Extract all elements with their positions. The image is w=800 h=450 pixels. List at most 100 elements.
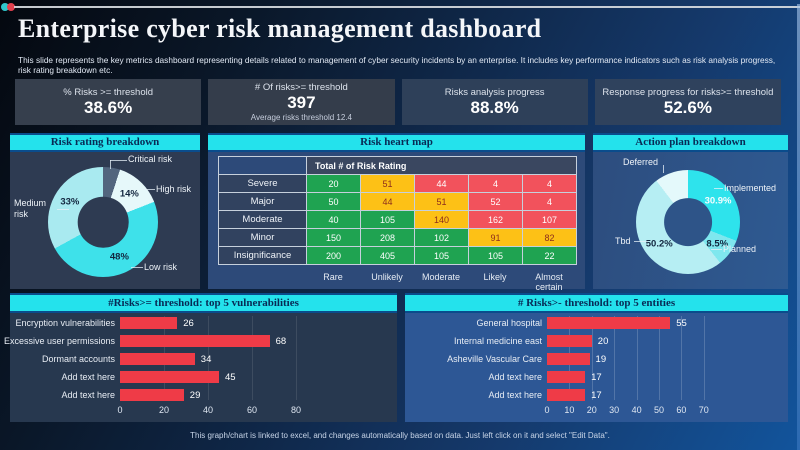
axis-tick-label: 20	[158, 405, 170, 415]
donut-label-medium-risk: Medium risk	[14, 198, 47, 220]
heatmap-cell: 105	[360, 210, 415, 229]
donut-pct-label: 8.5%	[706, 238, 729, 250]
kpi-label: # Of risks>= threshold	[254, 82, 348, 94]
window-dot-teal-icon	[1, 3, 9, 11]
action-plan-donut-chart[interactable]: 30.9% 8.5% 50.2%	[636, 170, 740, 274]
heatmap-cell: 105	[468, 246, 523, 265]
section-risk-rating-breakdown: Risk rating breakdown 14% 48% 33% Critical…	[10, 133, 200, 289]
heatmap-row-label: Moderate	[218, 210, 307, 229]
kpi-label: Risks analysis progress	[444, 87, 545, 99]
bar-category-label: Excessive user permissions	[3, 336, 115, 346]
heatmap-corner-cell	[218, 156, 307, 175]
top-divider	[14, 6, 800, 8]
heatmap-cell: 51	[360, 174, 415, 193]
grid-line	[252, 316, 253, 400]
bar-value-label: 68	[275, 336, 287, 347]
bar-category-label: General hospital	[476, 318, 542, 328]
heatmap-row: Severe 20 51 44 4 4	[218, 174, 577, 193]
bar-value-label: 19	[595, 354, 607, 365]
donut-pct-label: 30.9%	[704, 195, 732, 207]
risk-rating-donut-chart[interactable]: 14% 48% 33%	[48, 167, 158, 277]
heatmap-row-label: Severe	[218, 174, 307, 193]
heatmap-cell: 4	[522, 192, 577, 211]
bar	[547, 389, 586, 401]
heatmap-cell: 44	[360, 192, 415, 211]
heatmap-cell: 40	[306, 210, 361, 229]
risk-heatmap-table[interactable]: Total # of Risk Rating Severe 20 51 44 4 4 Majo…	[218, 156, 577, 265]
bar-value-label: 17	[591, 372, 602, 383]
bar	[120, 353, 195, 365]
page-title: Enterprise cyber risk management dashboa…	[18, 14, 542, 43]
leader-line	[663, 165, 664, 173]
axis-tick-label: 50	[653, 405, 665, 415]
axis-tick-label: 40	[631, 405, 642, 415]
donut-pct-label: 33%	[60, 196, 80, 208]
bar	[547, 335, 592, 347]
heatmap-row: Minor 150 208 102 91 82	[218, 228, 577, 247]
leader-line	[110, 160, 111, 169]
right-edge-highlight	[797, 4, 800, 450]
donut-label-tbd: Tbd	[615, 236, 631, 246]
bar	[547, 353, 590, 365]
heatmap-row: Major 50 44 51 52 4	[218, 192, 577, 211]
leader-line	[143, 189, 155, 190]
likelihood-label: Moderate	[421, 272, 461, 282]
section-top5-entities: # Risks>- threshold: top 5 entities 0 10 2…	[405, 293, 788, 422]
heatmap-row-label: Insignificance	[218, 246, 307, 265]
axis-tick-label: 10	[564, 405, 575, 415]
kpi-value: 88.8%	[470, 98, 519, 118]
section-title: Risk rating breakdown	[10, 133, 200, 152]
bar	[120, 335, 270, 347]
donut-pct-label: 48%	[109, 251, 129, 263]
heatmap-cell: 405	[360, 246, 415, 265]
section-title: Action plan breakdown	[593, 133, 788, 152]
entities-bar-chart[interactable]: 0 10 20 30 40 50 60 70 General hospital 55 Interna…	[405, 313, 788, 422]
vulnerabilities-bar-chart[interactable]: 0 20 40 60 80 Encryption vulnerabilities 26 Exc…	[4, 313, 397, 422]
section-risk-heat-map: Risk heart map Total # of Risk Rating Sev…	[208, 133, 585, 292]
axis-tick-label: 0	[117, 405, 123, 415]
heatmap-header-row: Total # of Risk Rating	[218, 156, 577, 175]
axis-tick-label: 60	[246, 405, 258, 415]
bar-category-label: Add text here	[488, 372, 542, 382]
grid-line	[681, 316, 683, 400]
likelihood-label: Unlikely	[371, 272, 403, 282]
donut-label-critical-risk: Critical risk	[128, 154, 172, 164]
heatmap-cell: 140	[414, 210, 469, 229]
grid-line	[636, 316, 638, 400]
grid-line	[659, 316, 660, 400]
heatmap-cell: 44	[414, 174, 469, 193]
bar-category-label: Asheville Vascular Care	[447, 354, 542, 364]
kpi-card-risk-count[interactable]: # Of risks>= threshold 397 Average risks…	[208, 79, 395, 125]
leader-line	[57, 209, 69, 210]
axis-tick-label: 0	[544, 405, 550, 415]
donut-pct-label: 50.2%	[645, 238, 673, 250]
heatmap-cell: 208	[360, 228, 415, 247]
grid-line	[208, 316, 209, 400]
section-action-plan-breakdown: Action plan breakdown 30.9% 8.5% 50.2% Def…	[593, 133, 788, 289]
grid-line	[614, 316, 616, 400]
kpi-card-analysis-progress[interactable]: Risks analysis progress 88.8%	[401, 79, 588, 125]
bar	[120, 317, 178, 329]
donut-label-low-risk: Low risk	[144, 262, 178, 272]
kpi-value: 397	[287, 93, 316, 113]
bar	[120, 371, 219, 383]
donut-label-implemented: Implemented	[724, 183, 777, 193]
heatmap-cell: 4	[468, 174, 523, 193]
heatmap-cell: 82	[522, 228, 577, 247]
bar-category-label: Dormant accounts	[41, 354, 115, 364]
leader-line	[634, 241, 648, 242]
bar-category-label: Encryption vulnerabilities	[15, 318, 115, 328]
kpi-card-risks-pct[interactable]: % Risks >= threshold 38.6%	[15, 79, 202, 125]
kpi-card-response-progress[interactable]: Response progress for risks>= threshold …	[594, 79, 781, 125]
bar-category-label: Internal medicine east	[453, 336, 542, 346]
grid-line	[591, 316, 593, 400]
section-title: Risk heart map	[208, 133, 585, 152]
leader-line	[131, 267, 143, 268]
bar-value-label: 45	[225, 372, 236, 383]
axis-tick-label: 60	[676, 405, 687, 415]
likelihood-label: Rare	[323, 272, 343, 282]
heatmap-cell: 52	[468, 192, 523, 211]
heatmap-cell: 162	[468, 210, 523, 229]
leader-line	[714, 188, 723, 189]
kpi-label: Response progress for risks>= threshold	[602, 87, 774, 99]
